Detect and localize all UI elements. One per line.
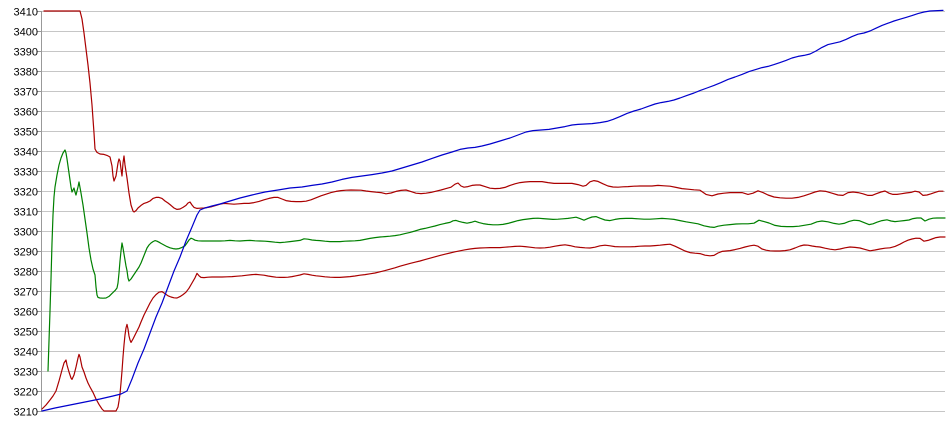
- y-axis-tick-label: 3280: [14, 267, 38, 279]
- y-axis-tick-label: 3350: [14, 127, 38, 139]
- y-axis-tick-label: 3360: [14, 107, 38, 119]
- y-axis-tick-label: 3270: [14, 287, 38, 299]
- y-axis-tick-label: 3320: [14, 187, 38, 199]
- series-lower-red-line: [41, 236, 946, 412]
- y-axis-tick-label: 3210: [14, 407, 38, 419]
- y-axis-tick-label: 3330: [14, 167, 38, 179]
- series-upper-red-line: [43, 10, 944, 213]
- y-axis-tick-label: 3310: [14, 207, 38, 219]
- y-axis-tick-label: 3340: [14, 147, 38, 159]
- y-axis-tick-label: 3410: [14, 7, 38, 19]
- y-axis-tick-label: 3370: [14, 87, 38, 99]
- y-axis-tick-label: 3250: [14, 327, 38, 339]
- y-axis-tick-label: 3230: [14, 367, 38, 379]
- y-axis-tick-label: 3300: [14, 227, 38, 239]
- y-axis-tick-label: 3400: [14, 27, 38, 39]
- y-axis-tick-label: 3390: [14, 47, 38, 59]
- series-green-line: [47, 149, 946, 372]
- series-blue-line: [41, 9, 944, 412]
- y-axis-tick-label: 3260: [14, 307, 38, 319]
- y-axis-tick-label: 3240: [14, 347, 38, 359]
- y-axis-tick-label: 3380: [14, 67, 38, 79]
- y-axis-tick-label: 3220: [14, 387, 38, 399]
- y-axis-tick-label: 3290: [14, 247, 38, 259]
